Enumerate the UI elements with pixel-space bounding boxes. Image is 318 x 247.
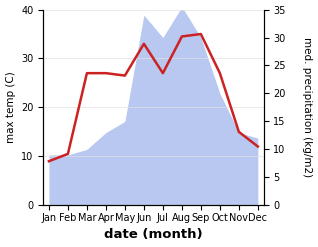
Y-axis label: med. precipitation (kg/m2): med. precipitation (kg/m2) xyxy=(302,37,313,177)
Y-axis label: max temp (C): max temp (C) xyxy=(5,72,16,143)
X-axis label: date (month): date (month) xyxy=(104,228,203,242)
